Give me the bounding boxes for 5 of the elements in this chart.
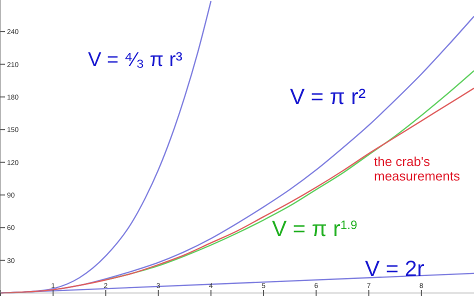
series-label: V = π r$^{1.9}$ xyxy=(272,216,358,241)
series-label: V = 2r xyxy=(365,256,424,281)
series-label: V = ⁴⁄₃ π r³ xyxy=(88,49,183,71)
series-label: the crab's measurements xyxy=(374,154,460,184)
series-label: V = π r² xyxy=(290,84,366,109)
